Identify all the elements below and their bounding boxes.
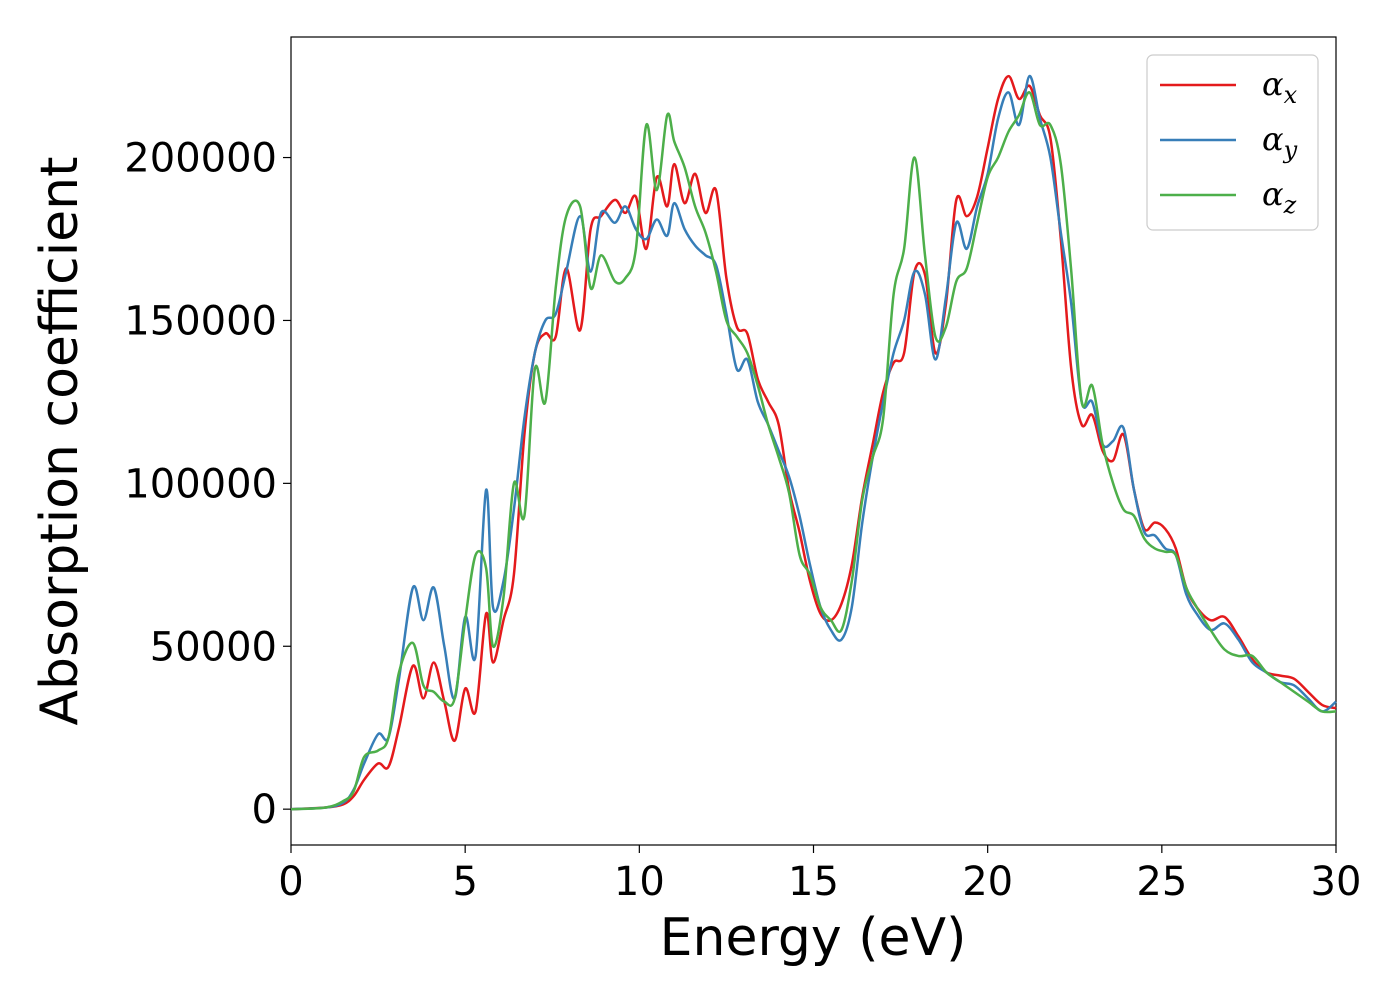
x-tick-label: 5 xyxy=(452,859,477,905)
x-tick-label: 30 xyxy=(1311,859,1362,905)
y-tick-label: 50000 xyxy=(150,624,277,670)
y-tick-label: 150000 xyxy=(124,298,277,344)
x-tick-label: 0 xyxy=(278,859,303,905)
x-tick-label: 20 xyxy=(962,859,1013,905)
x-tick-label: 25 xyxy=(1136,859,1187,905)
y-tick-label: 200000 xyxy=(124,136,277,182)
y-tick-label: 100000 xyxy=(124,461,277,507)
series-line-z xyxy=(290,91,1337,811)
y-axis-title: Absorption coefficient xyxy=(30,156,90,725)
x-tick-label: 10 xyxy=(614,859,665,905)
x-tick-label: 15 xyxy=(788,859,839,905)
x-axis-title: Energy (eV) xyxy=(660,908,967,968)
legend-label-x: αx xyxy=(1262,65,1298,109)
y-tick-label: 0 xyxy=(252,787,277,833)
series-line-y xyxy=(290,74,1337,811)
legend-label-y: αy xyxy=(1262,120,1298,164)
series-layer xyxy=(290,74,1337,811)
legend-frame xyxy=(1146,54,1319,231)
tick-layer: 0 5 10 15 20 25 30 0 50000 100000 150000 200000 xyxy=(124,136,1361,905)
